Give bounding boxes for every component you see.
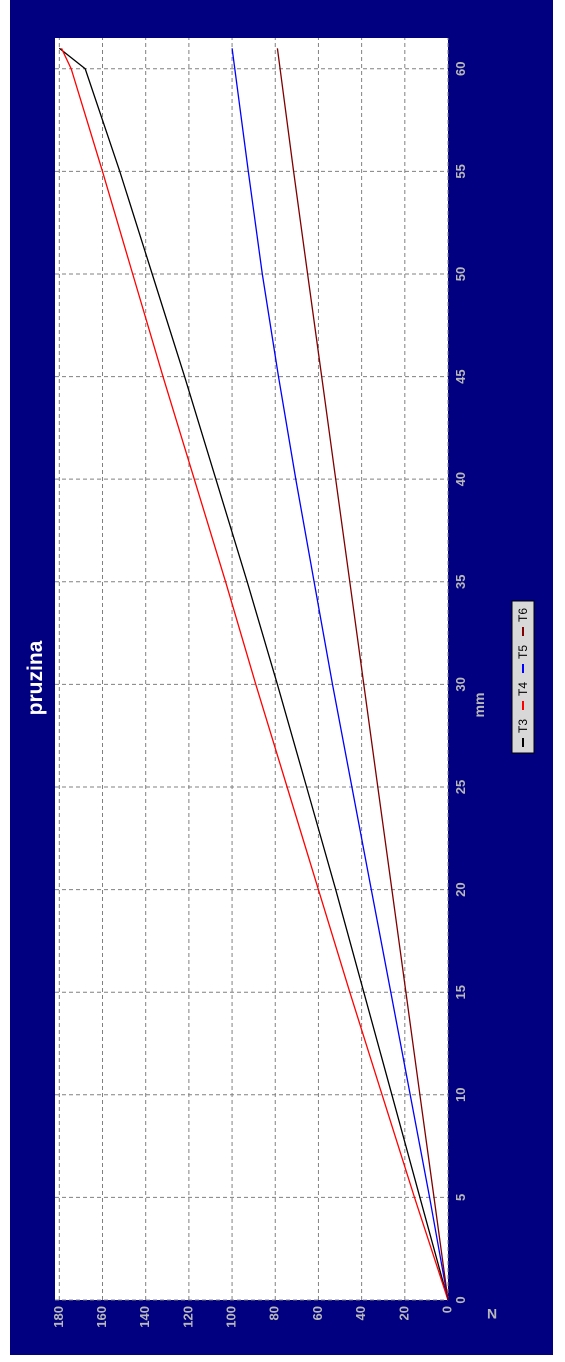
y-tick-label: 20 bbox=[396, 1306, 411, 1320]
y-tick-label: 60 bbox=[310, 1306, 325, 1320]
chart-frame: pruzina 0 5 10 15 20 25 30 35 40 45 50 55 60 0 20 40 60… bbox=[10, 0, 553, 1355]
y-tick-label: 120 bbox=[180, 1306, 195, 1328]
y-tick-label: 80 bbox=[267, 1306, 282, 1320]
y-tick-label: 100 bbox=[224, 1306, 239, 1328]
y-tick-label: 40 bbox=[353, 1306, 368, 1320]
x-axis: 0 5 10 15 20 25 30 35 40 45 50 55 60 bbox=[453, 62, 468, 1304]
legend-box bbox=[511, 600, 535, 754]
x-tick-label: 0 bbox=[453, 1296, 468, 1303]
chart-title: pruzina bbox=[24, 640, 47, 715]
legend-label-t4: T4 bbox=[516, 682, 530, 696]
x-tick-label: 50 bbox=[453, 267, 468, 281]
x-tick-label: 40 bbox=[453, 472, 468, 486]
series-line-t3 bbox=[58, 47, 449, 1301]
y-tick-label: 0 bbox=[439, 1306, 454, 1313]
x-tick-label: 25 bbox=[453, 780, 468, 794]
y-tick-label: 180 bbox=[51, 1306, 66, 1328]
series-line-t5 bbox=[231, 48, 449, 1301]
legend-label-t6: T6 bbox=[516, 608, 530, 622]
legend-label-t5: T5 bbox=[516, 645, 530, 659]
x-tick-label: 55 bbox=[453, 164, 468, 178]
y-axis-label: N bbox=[487, 1306, 497, 1322]
y-axis: 0 20 40 60 80 100 120 140 160 180 bbox=[51, 1306, 455, 1328]
x-tick-label: 20 bbox=[453, 882, 468, 896]
series-layer bbox=[58, 47, 449, 1301]
legend: T3 T4 T5 T6 bbox=[511, 600, 535, 754]
legend-label-t3: T3 bbox=[516, 719, 530, 733]
x-tick-label: 10 bbox=[453, 1088, 468, 1102]
x-axis-label: mm bbox=[471, 693, 487, 718]
y-tick-label: 140 bbox=[137, 1306, 152, 1328]
x-tick-label: 15 bbox=[453, 985, 468, 999]
series-line-t6 bbox=[276, 48, 449, 1301]
x-tick-label: 30 bbox=[453, 677, 468, 691]
x-tick-label: 5 bbox=[453, 1194, 468, 1201]
y-tick-label: 160 bbox=[94, 1306, 109, 1328]
series-line-t4 bbox=[60, 48, 449, 1301]
x-tick-label: 60 bbox=[453, 62, 468, 76]
chart: pruzina 0 5 10 15 20 25 30 35 40 45 50 55 60 0 20 40 60… bbox=[24, 38, 535, 1328]
x-tick-label: 45 bbox=[453, 369, 468, 383]
x-tick-label: 35 bbox=[453, 575, 468, 589]
